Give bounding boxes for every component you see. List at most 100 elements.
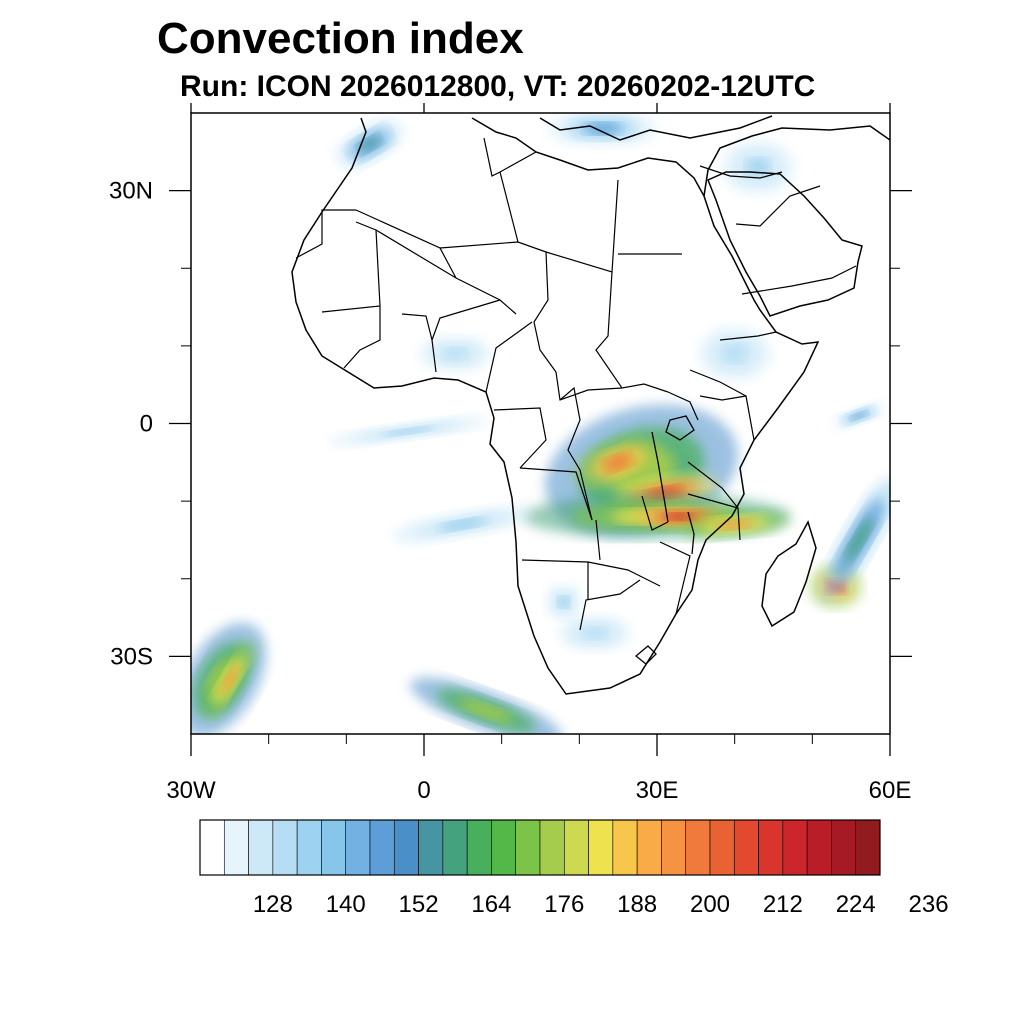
lake-malawi: [687, 511, 695, 555]
border-segment: [321, 221, 381, 313]
field-core: [583, 122, 622, 135]
field-core: [380, 426, 437, 437]
border-segment: [595, 519, 601, 561]
colorbar-swatch: [321, 819, 347, 876]
border-segment: [735, 185, 821, 227]
colorbar-swatch: [369, 819, 395, 876]
field-kalahari-patch: [545, 584, 582, 620]
colorbar-swatch: [733, 819, 759, 876]
africa-coastline: [291, 117, 820, 695]
field-mediterranean-patch: [549, 113, 657, 147]
border-segment: [667, 391, 699, 421]
colorbar-swatch: [393, 819, 419, 876]
colorbar-swatch: [491, 819, 517, 876]
y-tick-label: 30N: [109, 178, 153, 205]
field-core: [358, 135, 381, 153]
field-ethiopia-patch: [698, 326, 771, 381]
colorbar-swatch: [272, 819, 298, 876]
border-segment: [295, 209, 356, 259]
x-tick-label: 60E: [869, 777, 912, 804]
colorbar-swatch: [296, 819, 322, 876]
border-segment: [439, 241, 547, 253]
map-title: Convection index: [157, 14, 524, 63]
colorbar-swatch: [563, 819, 589, 876]
colorbar-label: 200: [690, 891, 730, 918]
colorbar-swatch: [782, 819, 808, 876]
lake-victoria: [665, 415, 695, 441]
colorbar-label: 188: [617, 891, 657, 918]
colorbar-label: 176: [544, 891, 584, 918]
border-segment: [555, 371, 623, 401]
border-segment: [355, 209, 457, 279]
colorbar-label: 164: [471, 891, 511, 918]
country-borders-layer: [295, 137, 857, 631]
x-tick-label: 30W: [166, 777, 216, 804]
convection-field-layer: [191, 113, 890, 734]
border-segment: [559, 386, 593, 521]
border-segment: [687, 461, 739, 509]
field-central-africa-core1: [575, 436, 661, 489]
colorbar: 128 140 152 164 176 188 200 212 224 236: [199, 819, 949, 918]
colorbar-swatch: [685, 819, 711, 876]
field-core: [438, 518, 488, 531]
field-core: [459, 699, 513, 723]
colorbar-frame: [199, 819, 881, 876]
border-segment: [579, 579, 641, 631]
field-south-atlantic-band: [410, 677, 562, 734]
field-south-africa-patch: [559, 615, 631, 651]
colorbar-swatch: [345, 819, 371, 876]
colorbar-label: 152: [399, 891, 439, 918]
colorbar-label: 224: [836, 891, 876, 918]
border-segment: [401, 313, 437, 373]
colorbar-swatch: [661, 819, 687, 876]
colorbar-swatch: [806, 819, 832, 876]
madagascar-coastline: [761, 520, 817, 628]
field-core: [221, 666, 239, 694]
border-segment: [699, 395, 755, 441]
border-segment: [343, 306, 381, 369]
border-segment: [485, 321, 533, 393]
border-segment: [699, 165, 783, 179]
border-segment: [659, 541, 691, 615]
map-frame: [190, 112, 891, 735]
x-tick-label: 30E: [636, 777, 679, 804]
border-segment: [519, 467, 593, 521]
lake-tanganyika: [651, 431, 669, 523]
border-segment: [431, 299, 501, 341]
colorbar-label: 128: [253, 891, 293, 918]
field-arabia-patch: [722, 140, 794, 195]
border-segment: [741, 265, 857, 295]
border-segment: [689, 369, 747, 397]
colorbar-swatch: [855, 819, 881, 876]
x-tick-label: 0: [417, 777, 430, 804]
field-morocco-patch: [337, 120, 402, 168]
lesotho-outline: [634, 645, 657, 665]
colorbar-swatch: [709, 819, 735, 876]
coastline-layer: [291, 115, 890, 695]
colorbar-swatch: [248, 819, 274, 876]
field-core: [442, 347, 468, 360]
field-core: [603, 453, 634, 472]
border-segment: [499, 171, 519, 243]
field-core: [722, 344, 748, 363]
colorbar-swatch: [466, 819, 492, 876]
colorbar-swatch: [539, 819, 565, 876]
border-segment: [595, 271, 669, 393]
colorbar-swatch: [612, 819, 638, 876]
colorbar-swatch: [636, 819, 662, 876]
map-axes: 30W 0 30E 60E 30N 0 30S: [109, 103, 912, 804]
colorbar-swatch: [515, 819, 541, 876]
field-equatorial-atlantic-band: [328, 417, 489, 446]
colorbar-label: 140: [326, 891, 366, 918]
field-west-africa-patch: [419, 335, 491, 372]
border-segment: [719, 331, 777, 341]
border-segment: [533, 251, 557, 373]
colorbar-label: 212: [763, 891, 803, 918]
border-segment: [375, 229, 517, 315]
colorbar-swatch: [199, 819, 225, 876]
field-indian-ocean-patch: [833, 403, 885, 429]
field-core: [557, 595, 571, 609]
colorbar-label: 236: [909, 891, 949, 918]
colorbar-swatch: [223, 819, 249, 876]
